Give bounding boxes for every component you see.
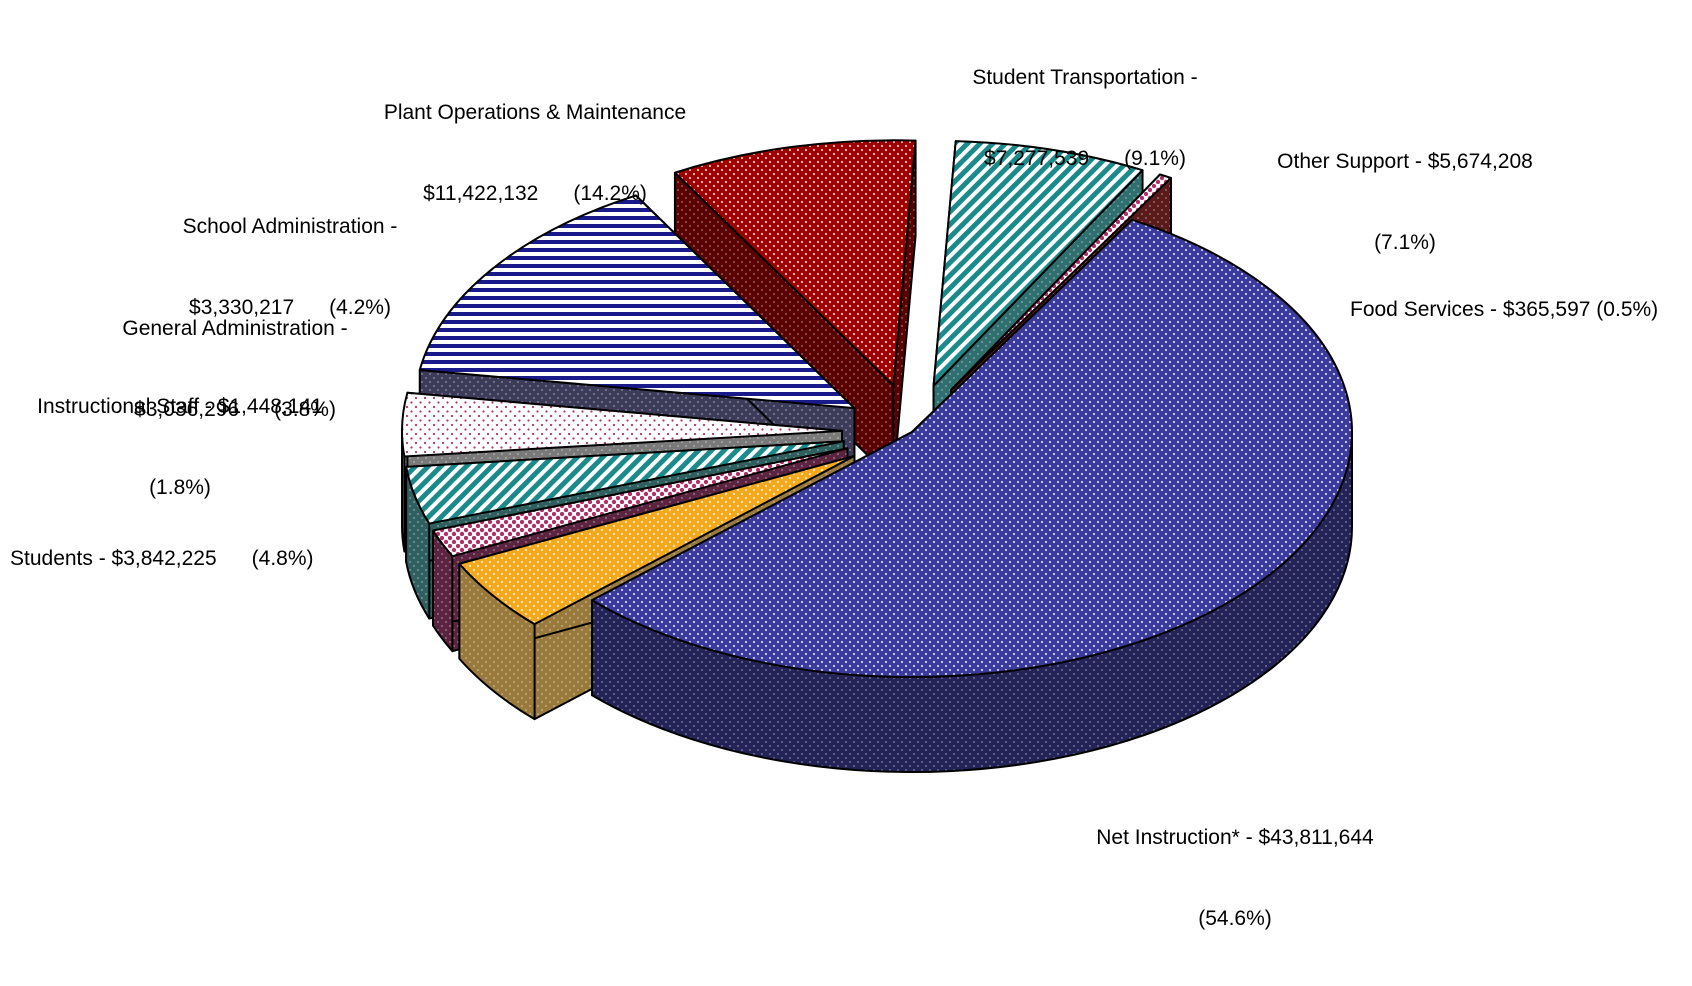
expenditure-pie-chart: Net Instruction* - $43,811,644 (54.6%) S… [10, 10, 1658, 930]
label-plant-operations-line2: $11,422,132 (14.2%) [423, 182, 647, 205]
label-student-transportation-line1: Student Transportation - [972, 66, 1198, 89]
label-food-services: Food Services - $365,597 (0.5%) [1350, 242, 1658, 377]
label-plant-operations-line1: Plant Operations & Maintenance [383, 101, 687, 124]
pie-chart-canvas [401, 139, 1353, 773]
label-net-instruction-line2: (54.6%) [1198, 907, 1272, 930]
slice-plant-operations-maintenance-top [418, 194, 856, 410]
label-instructional-staff-line2: (1.8%) [149, 476, 211, 499]
slice-students-top [458, 454, 856, 626]
slice-general-administration-top [405, 440, 845, 525]
slice-net-instruction [591, 218, 1353, 773]
label-student-transportation-line2: $7,277,539 (9.1%) [984, 147, 1186, 170]
label-instructional-staff-line1: Instructional Staff - $1,448,141 [37, 395, 323, 418]
label-net-instruction-line1: Net Instruction* - $43,811,644 [1096, 826, 1374, 849]
slice-school-administration-top [401, 391, 844, 458]
slice-food-services-top [950, 173, 1172, 392]
label-other-support-line2: (7.1%) [1374, 231, 1436, 254]
label-other-support-line1: Other Support - $5,674,208 [1277, 150, 1533, 173]
label-net-instruction: Net Instruction* - $43,811,644 (54.6%) [1070, 770, 1400, 986]
label-school-administration-line1: School Administration - [182, 215, 398, 238]
label-general-administration: General Administration - $3,036,296 (3.8… [105, 261, 365, 477]
label-general-administration-line1: General Administration - [122, 317, 348, 340]
label-students: Students - $3,842,225 (4.8%) [10, 491, 314, 626]
label-other-support: Other Support - $5,674,208 (7.1%) [1260, 94, 1550, 310]
label-plant-operations: Plant Operations & Maintenance $11,422,1… [365, 45, 705, 261]
label-general-administration-line2: $3,036,296 (3.8%) [134, 398, 336, 421]
label-students-line1: Students - $3,842,225 (4.8%) [10, 547, 314, 570]
label-student-transportation: Student Transportation - $7,277,539 (9.1… [950, 10, 1220, 226]
label-school-administration: School Administration - $3,330,217 (4.2%… [160, 159, 420, 375]
label-school-administration-line2: $3,330,217 (4.2%) [189, 296, 391, 319]
label-instructional-staff: Instructional Staff - $1,448,141 (1.8%) [15, 339, 345, 555]
slice-net-instruction-top [591, 218, 1353, 678]
slice-instructional-staff-top [432, 447, 849, 558]
slice-student-transportation-top [673, 139, 917, 387]
label-food-services-line1: Food Services - $365,597 (0.5%) [1350, 298, 1659, 321]
slice-other-support-top [932, 140, 1144, 387]
